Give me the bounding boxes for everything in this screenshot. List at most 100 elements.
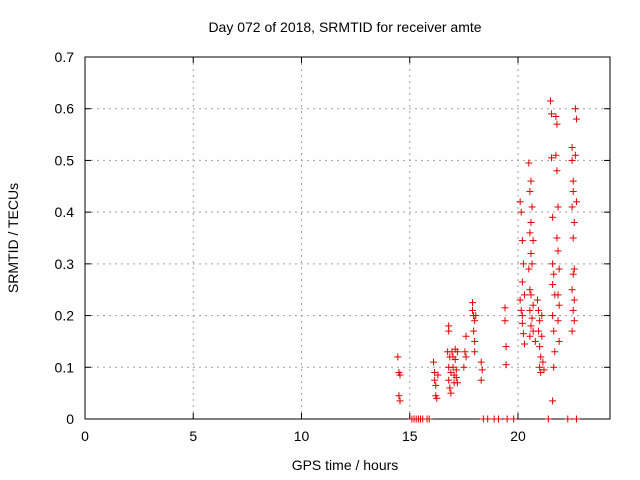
chart-title: Day 072 of 2018, SRMTID for receiver amt… xyxy=(208,19,481,35)
data-point xyxy=(517,208,525,216)
data-point xyxy=(527,322,535,330)
data-point xyxy=(551,348,559,356)
data-point xyxy=(554,247,562,255)
data-point xyxy=(431,376,439,384)
y-tick-label: 0.2 xyxy=(55,308,75,324)
data-point xyxy=(447,389,455,397)
data-point xyxy=(519,330,527,338)
data-point xyxy=(469,299,477,307)
data-point xyxy=(453,379,461,387)
x-tick-label: 5 xyxy=(189,428,197,444)
data-point xyxy=(536,343,544,351)
data-point xyxy=(520,291,528,299)
data-point xyxy=(525,265,533,273)
data-point xyxy=(518,319,526,327)
data-point xyxy=(571,151,579,159)
data-point xyxy=(555,265,563,273)
data-point xyxy=(536,363,544,371)
data-point xyxy=(460,363,468,371)
data-point xyxy=(527,177,535,185)
data-point xyxy=(518,278,526,286)
data-point xyxy=(569,306,577,314)
x-axis-label: GPS time / hours xyxy=(292,457,399,473)
data-point xyxy=(394,353,402,361)
data-point xyxy=(572,115,580,123)
data-point xyxy=(569,187,577,195)
data-point xyxy=(527,291,535,299)
data-point xyxy=(432,381,440,389)
y-tick-label: 0.6 xyxy=(55,101,75,117)
data-point xyxy=(570,317,578,325)
data-point xyxy=(571,105,579,113)
data-point xyxy=(434,371,442,379)
data-point xyxy=(517,306,525,314)
data-point xyxy=(570,265,578,273)
data-point xyxy=(471,317,479,325)
grid-lines xyxy=(85,57,610,419)
data-point xyxy=(528,203,536,211)
data-point xyxy=(477,376,485,384)
data-point xyxy=(555,301,563,309)
data-point xyxy=(478,366,486,374)
data-point xyxy=(572,198,580,206)
y-tick-label: 0.7 xyxy=(55,49,75,65)
data-point xyxy=(516,198,524,206)
data-point xyxy=(526,229,534,237)
data-point xyxy=(516,296,524,304)
data-point xyxy=(549,312,557,320)
data-point xyxy=(526,187,534,195)
data-point xyxy=(549,260,557,268)
data-point xyxy=(568,156,576,164)
data-point xyxy=(518,237,526,245)
data-point xyxy=(546,97,554,105)
data-point xyxy=(535,327,543,335)
data-point xyxy=(564,415,572,423)
data-point xyxy=(554,291,562,299)
data-point xyxy=(533,296,541,304)
data-point xyxy=(396,397,404,405)
data-point xyxy=(446,384,454,392)
data-point xyxy=(461,348,469,356)
data-point xyxy=(472,312,480,320)
data-point xyxy=(430,358,438,366)
data-point xyxy=(550,363,558,371)
data-point xyxy=(552,151,560,159)
data-point xyxy=(552,112,560,120)
data-point xyxy=(540,366,548,374)
data-point xyxy=(445,376,453,384)
data-point xyxy=(550,270,558,278)
plot-frame xyxy=(84,56,611,420)
data-point xyxy=(495,415,503,423)
x-tick-label: 10 xyxy=(294,428,310,444)
data-point xyxy=(501,304,509,312)
data-point xyxy=(537,353,545,361)
axis-ticks: 0 5 10 15 20 0 0.1 0.2 0.3 0.4 0.5 0.6 0.7 xyxy=(55,49,610,444)
y-tick-label: 0.3 xyxy=(55,256,75,272)
data-point xyxy=(548,110,556,118)
data-point xyxy=(568,286,576,294)
data-point xyxy=(535,306,543,314)
data-point xyxy=(452,374,460,382)
data-point xyxy=(553,167,561,175)
data-point xyxy=(396,371,404,379)
data-point xyxy=(538,312,546,320)
data-point xyxy=(568,203,576,211)
data-point xyxy=(569,177,577,185)
data-point xyxy=(520,340,528,348)
data-point xyxy=(519,260,527,268)
data-point xyxy=(526,332,534,340)
data-point xyxy=(462,332,470,340)
data-points xyxy=(394,97,580,423)
data-point xyxy=(570,218,578,226)
data-point xyxy=(531,337,539,345)
data-point xyxy=(553,234,561,242)
data-point xyxy=(503,415,511,423)
data-point xyxy=(568,327,576,335)
data-point xyxy=(549,213,557,221)
data-point xyxy=(502,361,510,369)
data-point xyxy=(549,397,557,405)
y-tick-label: 0.5 xyxy=(55,152,75,168)
data-point xyxy=(527,218,535,226)
data-point xyxy=(544,415,552,423)
data-point xyxy=(477,358,485,366)
